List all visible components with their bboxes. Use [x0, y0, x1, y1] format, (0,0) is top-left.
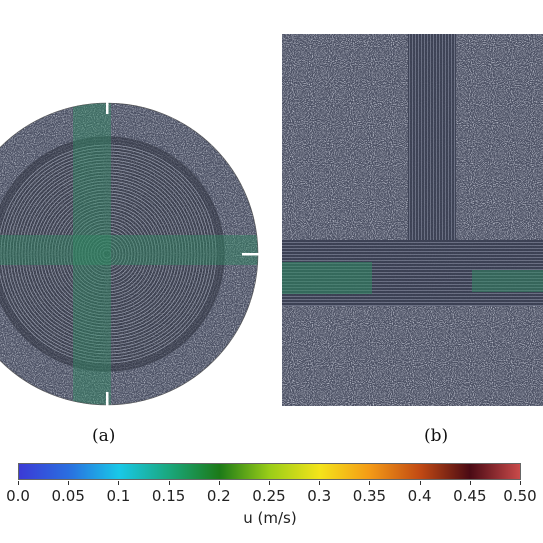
vertical-jet-band [73, 103, 111, 405]
streamline-ring [57, 204, 157, 304]
streamline-ring [96, 243, 118, 265]
streamline-ring [66, 213, 148, 295]
circular-streamlines [0, 105, 256, 403]
right-jet-band [472, 270, 543, 292]
streamline-ring [3, 150, 211, 358]
colorbar-legend: 0.0 0.05 0.1 0.15 0.2 0.25 0.3 0.35 0.4 0.45 0.50 … [0, 452, 543, 543]
vertical-channel-streamlines [408, 34, 456, 240]
caption-panel-b: (b) [424, 426, 449, 446]
streamline-ring [87, 234, 127, 274]
colorbar-tick [68, 481, 70, 485]
top-inlet-marker [106, 100, 109, 114]
streamline-ring [45, 192, 169, 316]
streamline-ring [69, 216, 145, 292]
streamline-ring [12, 159, 202, 349]
panel-b-rectangular-domain [282, 34, 543, 406]
colorbar-title: u (m/s) [243, 509, 297, 527]
circular-flow-visualization [0, 100, 259, 406]
streamline-ring [51, 198, 163, 310]
colorbar-tick-label: 0.4 [407, 487, 432, 505]
colorbar-tick [419, 481, 421, 485]
colorbar-tick [469, 481, 471, 485]
colorbar-tick [269, 481, 270, 485]
streamline-ring [0, 141, 220, 367]
streamline-ring [90, 237, 124, 271]
streamline-ring [18, 165, 196, 343]
streamline-ring [0, 144, 217, 364]
streamline-ring [81, 228, 133, 280]
streamline-ring [39, 186, 175, 322]
streamline-ring [0, 147, 214, 361]
streamline-ring [0, 120, 241, 388]
streamline-ring [0, 135, 226, 373]
panel-a-circular-domain [0, 0, 262, 420]
swirl-core-region [0, 136, 225, 372]
colorbar-tick-label: 0.3 [307, 487, 332, 505]
streamline-ring [24, 171, 190, 337]
colorbar-tick-label: 0.45 [453, 487, 487, 505]
streamline-ring [30, 177, 184, 331]
colorbar-tick-label: 0.50 [503, 487, 537, 505]
streamline-ring [9, 156, 205, 352]
streamline-ring [72, 219, 142, 289]
streamline-ring [93, 240, 121, 268]
streamline-ring [84, 231, 130, 277]
rectangular-flow-visualization [282, 34, 543, 406]
colorbar-tick-label: 0.25 [252, 487, 286, 505]
streamline-ring [75, 222, 139, 286]
colorbar-tick-label: 0.1 [106, 487, 131, 505]
colorbar-tick [319, 481, 321, 485]
streamline-ring [42, 189, 172, 319]
colorbar-tick [118, 481, 120, 485]
colorbar-tick [168, 481, 170, 485]
streamline-ring [63, 210, 151, 298]
streamline-ring [78, 225, 136, 283]
streamline-ring [48, 195, 166, 313]
colorbar-tick-label: 0.35 [352, 487, 387, 505]
streamline-ring [0, 138, 223, 370]
streamline-ring [0, 129, 232, 379]
bottom-inlet-marker [106, 392, 109, 406]
streamline-ring [0, 132, 229, 376]
colorbar-tick [520, 481, 521, 485]
streamline-ring [102, 249, 112, 259]
right-outlet-marker [242, 253, 259, 256]
streamline-ring [0, 123, 238, 385]
caption-panel-a: (a) [92, 426, 116, 446]
streamline-ring [36, 183, 178, 325]
colorbar-tick [369, 481, 371, 485]
streamline-ring [6, 153, 208, 355]
streamline-ring [33, 180, 181, 328]
colorbar-tick [218, 481, 220, 485]
colorbar-tick-label: 0.15 [151, 487, 186, 505]
colorbar-tick-label: 0.2 [206, 487, 231, 505]
streamline-ring [60, 207, 154, 301]
colorbar-tick [18, 481, 19, 485]
streamline-ring [15, 162, 199, 346]
streamline-ring [0, 126, 235, 382]
horizontal-jet-band [0, 235, 258, 265]
streamline-ring [99, 246, 115, 262]
streamline-ring [54, 201, 160, 307]
colorbar-gradient [18, 463, 521, 480]
colorbar-tick-label: 0.05 [51, 487, 85, 505]
streamline-ring [21, 168, 193, 340]
left-jet-band [282, 262, 372, 294]
colorbar-tick-label: 0.0 [6, 487, 30, 505]
streamline-ring [27, 174, 187, 334]
